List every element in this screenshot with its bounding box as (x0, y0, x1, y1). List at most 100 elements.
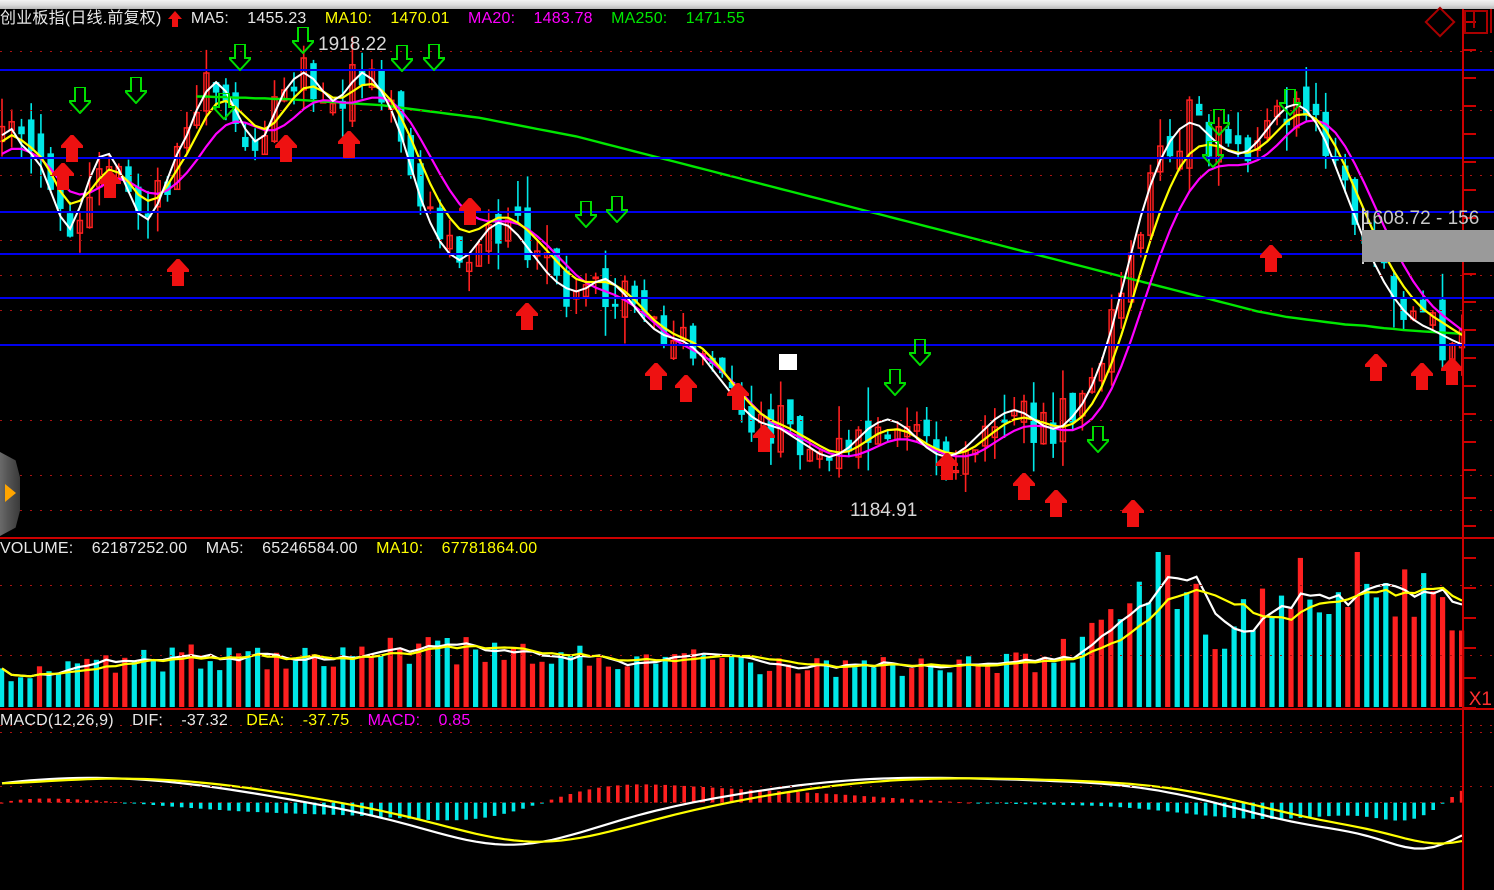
ma5-label: MA5: (190, 10, 229, 27)
axis-tick (1464, 413, 1476, 415)
buy-signal-arrow (1013, 473, 1035, 500)
macd-axis-right[interactable] (1462, 710, 1464, 890)
axis-tick (1464, 301, 1476, 303)
axis-tick (1464, 587, 1476, 589)
price-axis-right[interactable] (1462, 9, 1464, 537)
toolbar-icon-group (1420, 6, 1488, 38)
buy-signal-arrow (275, 135, 297, 162)
sell-signal-arrow (1208, 109, 1230, 136)
buy-signal-arrow (727, 383, 749, 410)
gridline-level (0, 211, 1494, 213)
buy-signal-arrow (1260, 245, 1282, 272)
scale-badge[interactable]: X1 (1468, 689, 1492, 710)
gridline-dotted (0, 240, 1494, 241)
gridline-dotted (0, 725, 1494, 726)
ma10-label: MA10: (324, 10, 373, 27)
volume-ma5-value: 65246584.00 (262, 540, 358, 557)
axis-tick (1464, 329, 1476, 331)
axis-tick (1464, 385, 1476, 387)
ma10-value: 1470.01 (390, 10, 450, 27)
volume-ma10-label: MA10: (376, 540, 424, 557)
axis-tick (1464, 161, 1476, 163)
axis-tick (1464, 525, 1476, 527)
gridline-dotted (0, 420, 1494, 421)
gridline-dotted (0, 732, 1494, 733)
ma20-value: 1483.78 (533, 10, 593, 27)
ma250-value: 1471.55 (685, 10, 746, 27)
split-panel-icon[interactable] (1464, 10, 1488, 34)
sell-signal-arrow (1087, 426, 1109, 453)
gridline-level (0, 297, 1494, 299)
gridline-level (0, 344, 1494, 346)
axis-tick (1464, 133, 1476, 135)
gridline-dotted (0, 110, 1494, 111)
volume-ma5-label: MA5: (205, 540, 244, 557)
macd-label: MACD: (367, 712, 421, 729)
buy-signal-arrow (675, 375, 697, 402)
buy-signal-arrow (167, 259, 189, 286)
axis-tick (1464, 557, 1476, 559)
buy-signal-arrow (1365, 354, 1387, 381)
low-price-value: 1184.91 (850, 500, 918, 521)
sell-signal-arrow (575, 201, 597, 228)
window-title-bar (0, 0, 1494, 9)
sell-signal-arrow (1279, 89, 1301, 116)
gridline-dotted (0, 275, 1494, 276)
crosshair-cursor-box[interactable] (779, 354, 797, 370)
axis-tick (1464, 617, 1476, 619)
buy-signal-arrow (645, 363, 667, 390)
buy-signal-arrow (1045, 490, 1067, 517)
ma250-label: MA250: (611, 10, 668, 27)
sidebar-expand-handle[interactable] (0, 452, 20, 536)
sell-signal-arrow (69, 87, 91, 114)
gridline-dotted (0, 510, 1494, 511)
axis-tick (1464, 217, 1476, 219)
gridline-dotted (0, 51, 1494, 52)
gridline-level (0, 69, 1494, 71)
buy-signal-arrow (936, 453, 958, 480)
buy-signal-arrow (459, 198, 481, 225)
axis-tick (1464, 357, 1476, 359)
instrument-name: 创业板指(日线.前复权) (0, 10, 162, 27)
sell-signal-arrow (213, 93, 235, 120)
buy-signal-arrow (753, 425, 775, 452)
volume-panel-legend: VOLUME: 62187252.00 MA5: 65246584.00 MA1… (0, 539, 537, 559)
sell-signal-arrow (229, 44, 251, 71)
buy-signal-arrow (61, 135, 83, 162)
gridline-level (0, 157, 1494, 159)
panel-divider (1490, 9, 1492, 33)
gridline-dotted (0, 475, 1494, 476)
buy-signal-arrow (338, 131, 360, 158)
axis-tick (1464, 105, 1476, 107)
dea-value: -37.75 (302, 712, 350, 729)
macd-histogram-series (0, 776, 1464, 850)
low-price-annotation: 1184.91 (850, 500, 917, 522)
ma5-value: 1455.23 (247, 10, 307, 27)
axis-tick (1464, 677, 1476, 679)
sell-signal-arrow (125, 77, 147, 104)
buy-signal-arrow (1122, 500, 1144, 527)
buy-signal-arrow (1411, 363, 1433, 390)
diamond-icon[interactable] (1423, 6, 1456, 38)
sell-signal-arrow (1202, 141, 1224, 168)
sell-signal-arrow (606, 196, 628, 223)
axis-tick (1464, 189, 1476, 191)
gridline-dotted (0, 585, 1494, 586)
high-price-value: 1918.22 (318, 34, 387, 55)
tooltip-text: 1608.72 - 156 (1362, 208, 1480, 229)
price-chart-panel[interactable]: 1918.22 1184.91 1608.72 - 156 (0, 9, 1494, 537)
sell-signal-arrow (292, 27, 314, 54)
volume-axis-right[interactable] (1462, 539, 1464, 710)
volume-value: 62187252.00 (91, 540, 188, 557)
buy-signal-arrow (1441, 358, 1463, 385)
axis-tick (1464, 441, 1476, 443)
volume-chart-panel[interactable]: X1 (0, 537, 1494, 726)
macd-title: MACD(12,26,9) (0, 712, 114, 729)
gridline-level (0, 253, 1494, 255)
sell-signal-arrow (391, 45, 413, 72)
axis-tick (1464, 77, 1476, 79)
volume-ma10-value: 67781864.00 (441, 540, 538, 557)
sell-signal-arrow (884, 369, 906, 396)
macd-chart-panel[interactable] (0, 708, 1494, 890)
